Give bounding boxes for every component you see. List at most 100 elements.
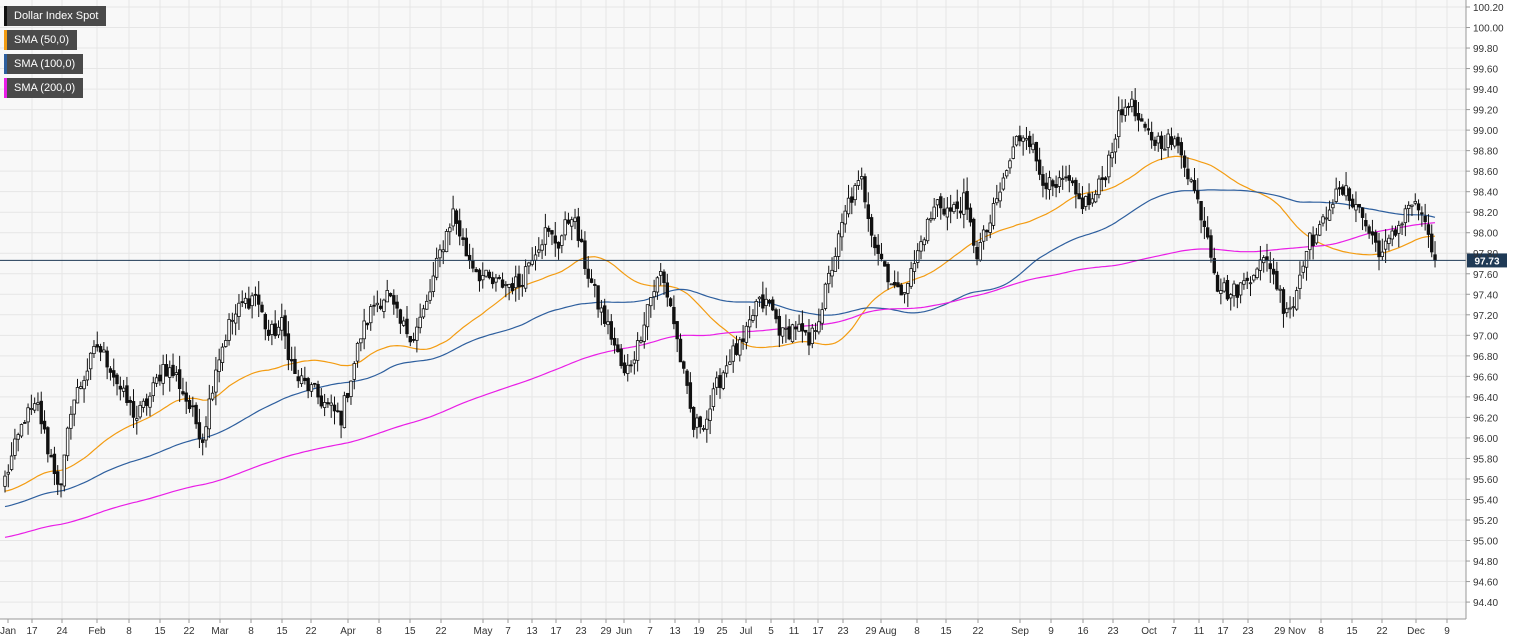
candle-body-down (734, 343, 739, 355)
candle-body-down (411, 339, 416, 341)
candle-body-up (606, 321, 610, 326)
candle-body-up (754, 301, 758, 317)
candle-body-up (276, 326, 281, 336)
candle-body-up (978, 242, 983, 261)
candle-body-up (514, 276, 518, 289)
candle-body-up (820, 309, 824, 324)
x-tick-label: 7 (505, 626, 511, 637)
candle-body-down (392, 295, 396, 305)
candle-body-down (108, 368, 113, 373)
candle-body-down (975, 247, 979, 260)
candle-body-down (39, 400, 43, 425)
sma-50-line (4, 155, 1436, 492)
candle-body-up (533, 254, 538, 261)
candle-body-up (780, 327, 785, 337)
candle-body-up (1008, 160, 1012, 169)
candle-body-down (629, 364, 633, 367)
candle-body-up (1117, 110, 1121, 137)
x-tick-label: Jan (0, 626, 16, 637)
candle-body-up (1173, 138, 1177, 147)
candle-body-down (306, 378, 310, 392)
y-tick-label: 98.20 (1473, 208, 1498, 219)
candle-body-up (1189, 179, 1193, 182)
candle-body-up (1014, 135, 1019, 146)
candle-body-up (846, 197, 851, 215)
candle-body-down (1067, 175, 1071, 181)
y-tick-label: 97.60 (1473, 270, 1498, 281)
candle-body-down (303, 377, 307, 382)
candle-body-up (484, 269, 488, 277)
x-tick-label: 13 (526, 626, 538, 637)
plot-background (0, 0, 1466, 619)
legend-label: SMA (100,0) (14, 58, 76, 70)
candle-body-up (655, 277, 660, 293)
candle-body-up (981, 229, 986, 242)
candle-body-up (1093, 193, 1098, 203)
candle-body-down (662, 271, 666, 283)
candle-body-up (1410, 204, 1414, 207)
candle-body-down (372, 304, 376, 307)
candle-body-down (1070, 180, 1075, 184)
x-tick-label: 29 (600, 626, 612, 637)
candle-body-down (1350, 198, 1355, 208)
legend-item-sma-50[interactable]: SMA (50,0) (4, 30, 78, 50)
candle-body-down (787, 326, 791, 340)
y-tick-label: 95.40 (1473, 495, 1498, 506)
candle-body-up (227, 319, 231, 341)
candle-body-up (69, 413, 73, 429)
candle-body-down (332, 404, 337, 412)
candle-body-up (715, 377, 719, 388)
candle-body-down (1337, 187, 1342, 190)
x-tick-label: 15 (1346, 626, 1358, 637)
candle-body-down (616, 344, 620, 353)
x-tick-label: 9 (1048, 626, 1054, 637)
legend-item-sma-100[interactable]: SMA (100,0) (4, 54, 84, 74)
candle-body-up (421, 308, 426, 318)
x-tick-label: 22 (183, 626, 195, 637)
candle-body-up (444, 231, 449, 253)
x-tick-label: 17 (26, 626, 38, 637)
candle-body-up (32, 403, 37, 411)
candle-body-up (362, 320, 366, 340)
candles (3, 88, 1437, 498)
candle-body-up (919, 241, 923, 252)
candle-body-down (164, 364, 169, 377)
candle-body-up (827, 272, 831, 285)
candle-body-down (42, 420, 47, 430)
candle-body-down (896, 282, 900, 288)
candle-body-up (563, 219, 567, 236)
candle-body-up (998, 191, 1002, 202)
candle-body-up (121, 387, 126, 392)
candle-body-up (1024, 138, 1029, 141)
candle-body-up (1413, 201, 1417, 204)
candle-body-down (98, 346, 103, 353)
legend-item-sma-200[interactable]: SMA (200,0) (4, 78, 84, 98)
candle-body-down (497, 277, 501, 279)
candle-body-up (1285, 308, 1289, 314)
candle-body-down (550, 230, 554, 235)
candle-body-up (523, 266, 528, 289)
y-tick-label: 96.60 (1473, 372, 1498, 383)
candle-body-up (88, 352, 93, 370)
candle-body-up (135, 418, 139, 421)
legend-item-price[interactable]: Dollar Index Spot (4, 6, 107, 26)
candle-body-up (507, 284, 511, 288)
candle-body-up (906, 283, 910, 294)
candle-body-down (892, 282, 897, 286)
y-tick-label: 97.00 (1473, 331, 1498, 342)
x-tick-label: 8 (248, 626, 254, 637)
candle-body-up (1021, 137, 1025, 142)
candle-body-up (352, 363, 356, 380)
candle-body-up (1011, 146, 1015, 159)
last-price-badge (1467, 253, 1507, 268)
candle-body-down (668, 298, 673, 307)
candle-body-down (612, 337, 617, 346)
y-axis: 94.40 94.60 94.80 95.00 95.20 95.40 95.60 95.80… (1465, 0, 1504, 619)
y-tick-label: 99.20 (1473, 106, 1498, 117)
candle-body-up (912, 263, 917, 272)
candle-body-up (270, 323, 274, 335)
candle-body-down (965, 191, 969, 210)
candle-body-up (1001, 177, 1006, 190)
candle-body-up (1387, 237, 1391, 244)
